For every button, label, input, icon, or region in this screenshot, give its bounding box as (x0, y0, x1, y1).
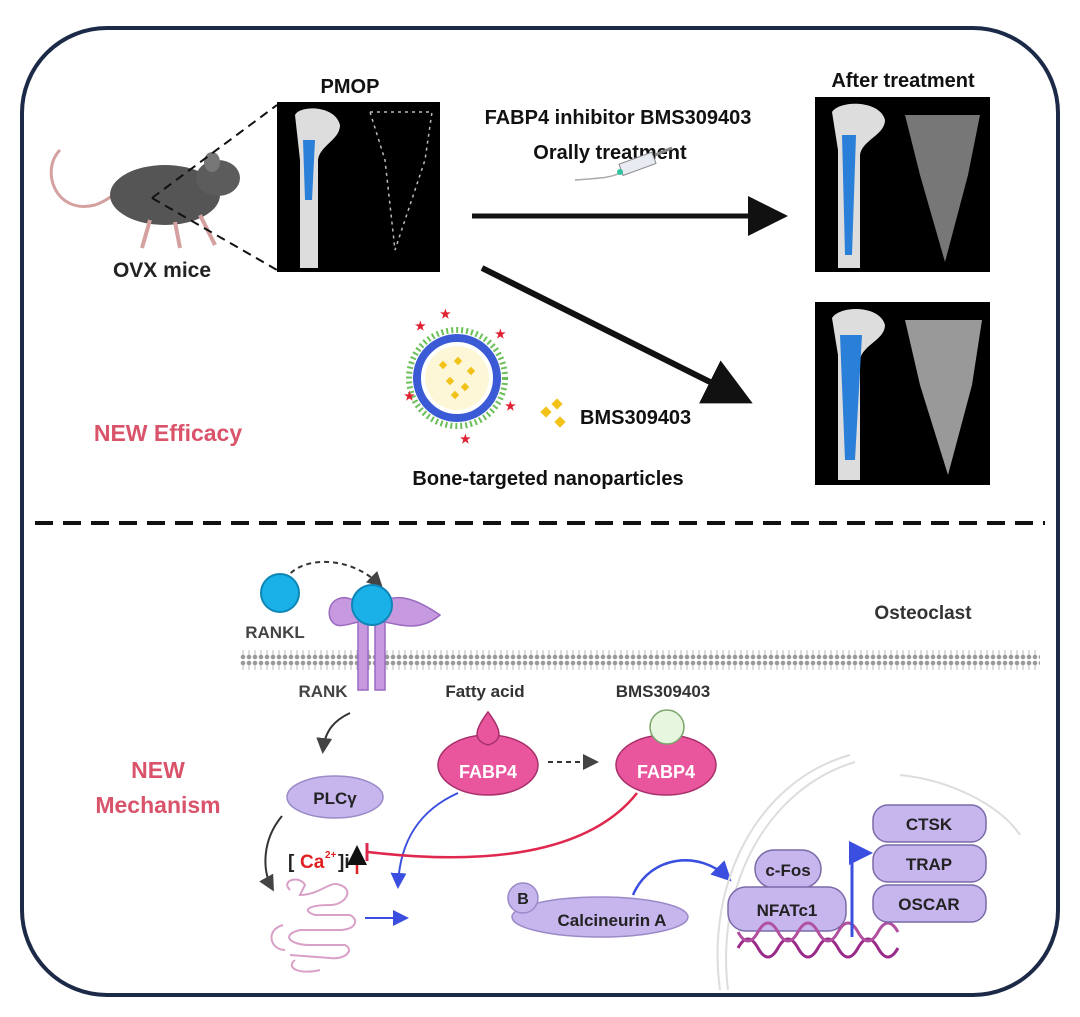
svg-text:★: ★ (404, 389, 415, 403)
endoplasmic-reticulum-icon (270, 878, 357, 973)
inhibitor-block-line (367, 792, 638, 859)
after-treatment-title: After treatment (831, 70, 975, 92)
rank-label: RANK (298, 682, 348, 701)
rank-to-plc-arrow (316, 712, 351, 754)
after-oral-microct-image (815, 97, 990, 272)
fabp4-label-a: FABP4 (459, 762, 517, 782)
nfatc1-node (727, 886, 847, 932)
rankl-label: RANKL (245, 623, 305, 642)
gene-ctsk (872, 804, 987, 843)
syringe-icon (574, 146, 673, 181)
fabp4-to-calcium-arrow (390, 792, 459, 889)
fatty-acid-label: Fatty acid (445, 682, 524, 701)
dna-helix-icon (736, 921, 900, 959)
target-genes: CTSK TRAP OSCAR (872, 804, 987, 923)
mouse-label: OVX mice (113, 259, 211, 282)
fabp4-label-b: FABP4 (637, 762, 695, 782)
rankl-ligand-ball (260, 573, 300, 613)
outer-frame (20, 26, 1060, 997)
after-nanoparticle-microct-image (815, 302, 990, 485)
transcription-arrow (849, 841, 873, 937)
mechanism-label-line-2: Mechanism (95, 792, 220, 818)
treatment-line-1: FABP4 inhibitor BMS309403 (485, 107, 752, 129)
nucleus-envelope (716, 754, 1021, 991)
mechanism-label-line-1: NEW (131, 757, 185, 783)
nanoparticle-treatment-arrow (480, 265, 753, 404)
gene-ctsk-label: CTSK (906, 815, 953, 834)
ovx-mouse-illustration (49, 148, 240, 249)
svg-text:★: ★ (460, 432, 471, 446)
ca-ion: Ca (300, 852, 325, 873)
svg-text:★: ★ (415, 319, 426, 333)
calcineurin-b-label: B (517, 891, 529, 908)
treatment-line-2: Orally treatment (533, 142, 687, 164)
nanoparticle-icon: ★ ★ ★ ★ ★ ★ (404, 307, 516, 446)
rank-receptor (328, 584, 442, 691)
ca-charge: 2+ (325, 850, 337, 861)
drug-diamonds-icon (540, 398, 566, 428)
fabp4-with-inhibitor (615, 709, 717, 796)
svg-text:★: ★ (495, 327, 506, 341)
nanoparticle-label: Bone-targeted nanoparticles (412, 468, 683, 490)
cfos-label: c-Fos (765, 861, 810, 880)
calcineurin-a-label: Calcineurin A (558, 911, 667, 930)
pmop-title: PMOP (321, 76, 380, 98)
ca-close-bracket: ]i (338, 852, 350, 873)
zoom-line-bottom (151, 197, 278, 271)
fabp4-with-fatty-acid (437, 710, 539, 796)
plc-to-er-arrow (259, 815, 283, 892)
drug-label: BMS309403 (580, 407, 691, 429)
plc-gamma-label: PLCγ (313, 789, 357, 808)
calcineurin-to-nfatc1-arrow (631, 859, 732, 896)
gene-oscar-label: OSCAR (898, 895, 959, 914)
calcium-level-label: [ Ca 2+ ]i (288, 845, 367, 874)
gene-trap (872, 844, 987, 883)
plc-gamma-node (286, 775, 384, 819)
efficacy-section-label: NEW Efficacy (94, 420, 242, 446)
calcineurin-a-node (511, 896, 689, 938)
ca-open-bracket: [ (288, 852, 295, 873)
gene-trap-label: TRAP (906, 855, 952, 874)
rankl-binding-arrow (284, 560, 383, 588)
svg-text:★: ★ (440, 307, 451, 321)
cell-membrane (240, 648, 1040, 670)
osteoclast-label: Osteoclast (874, 603, 972, 624)
inhibitor-label: BMS309403 (616, 682, 711, 701)
pmop-microct-image (277, 102, 440, 272)
gene-oscar (872, 884, 987, 923)
nfatc1-label: NFATc1 (757, 901, 818, 920)
calcineurin-b-node (507, 882, 539, 914)
zoom-line-top (151, 104, 278, 199)
svg-text:★: ★ (505, 399, 516, 413)
